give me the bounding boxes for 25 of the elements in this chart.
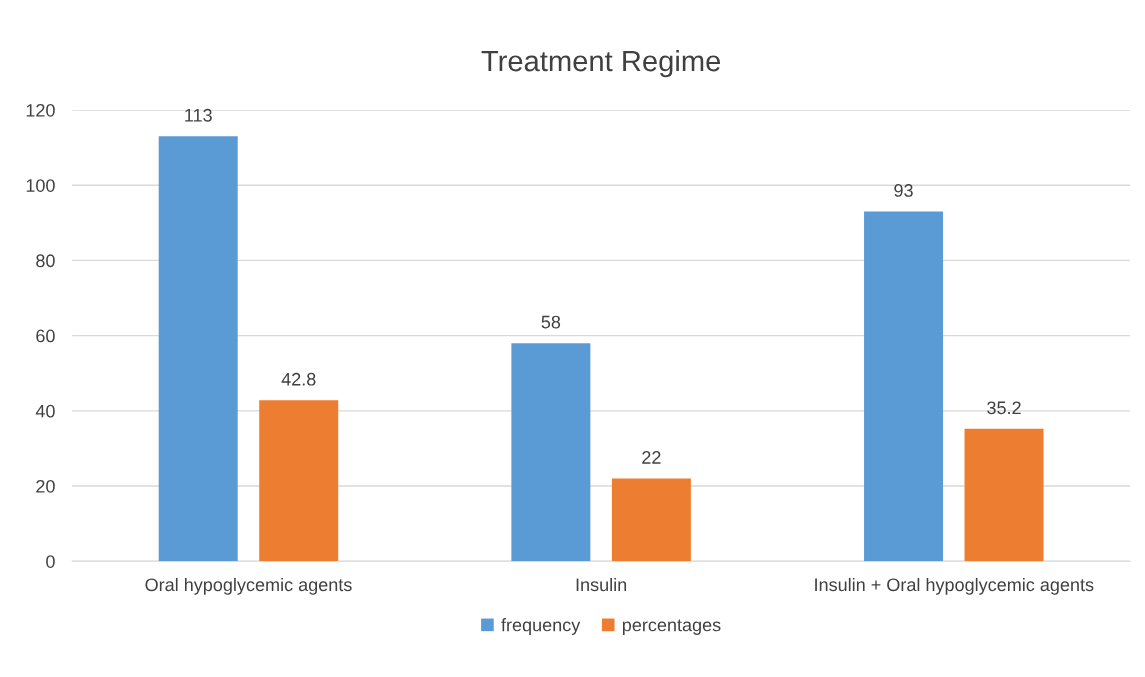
data-label: 113: [185, 108, 212, 122]
data-label: 35.2: [987, 401, 1021, 415]
bar: [964, 428, 1044, 562]
x-tick-label: Insulin: [576, 577, 627, 592]
chart-title: Treatment Regime: [481, 49, 721, 78]
x-tick-label: Oral hypoglycemic agents: [145, 577, 352, 595]
y-tick-label: 120: [26, 103, 55, 117]
data-label: 93: [894, 184, 913, 197]
data-label: 22: [642, 451, 661, 464]
bar: [158, 136, 238, 562]
bar: [259, 400, 339, 562]
bar: [864, 211, 944, 562]
bar: [511, 343, 591, 562]
y-tick-label: 20: [36, 479, 55, 493]
y-tick-label: 40: [35, 404, 55, 418]
bar: [611, 478, 691, 562]
y-tick-label: 80: [36, 254, 55, 268]
data-label: 42.8: [281, 372, 316, 386]
y-tick-label: 100: [26, 179, 55, 192]
legend-label: frequency: [501, 618, 581, 635]
legend-label: percentages: [622, 619, 721, 635]
x-tick-label: Insulin + Oral hypoglycemic agents: [815, 577, 1094, 595]
data-label: 58: [541, 315, 561, 329]
y-tick-label: 60: [36, 329, 55, 343]
y-tick-label: 0: [46, 555, 55, 568]
